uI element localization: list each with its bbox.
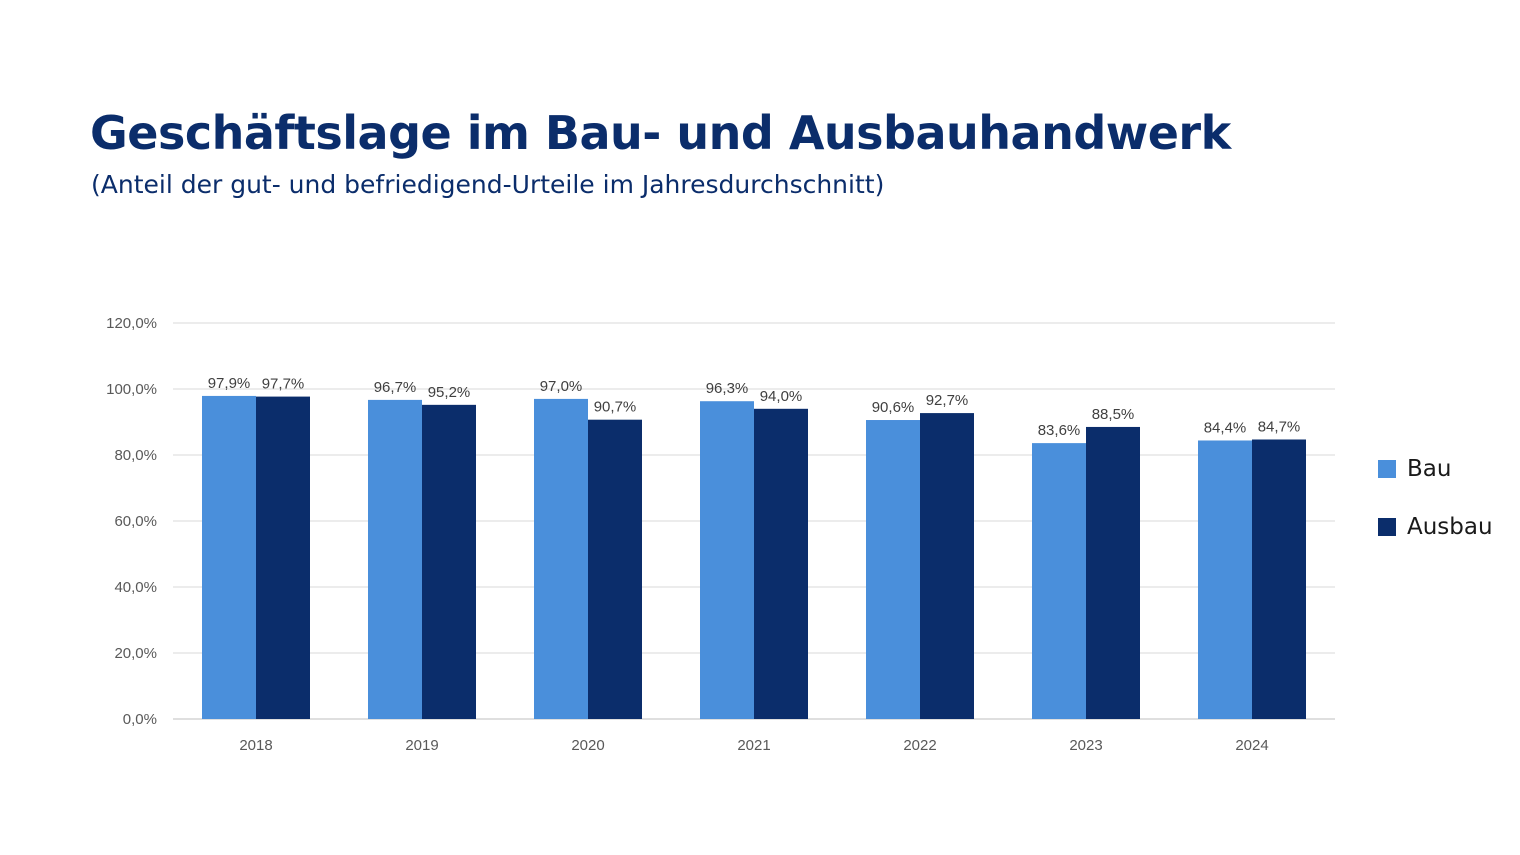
data-label: 83,6% — [1038, 422, 1081, 439]
data-label: 96,3% — [706, 380, 749, 397]
y-tick-label: 20,0% — [114, 645, 157, 662]
x-tick-label: 2020 — [571, 737, 604, 754]
y-tick-label: 0,0% — [123, 711, 157, 728]
bar-bau-2024 — [1198, 440, 1252, 719]
data-label: 95,2% — [428, 384, 471, 401]
data-label: 97,0% — [540, 378, 583, 395]
legend: Bau Ausbau — [1378, 440, 1493, 556]
data-label: 88,5% — [1092, 406, 1135, 423]
data-label: 90,7% — [594, 399, 637, 416]
bar-bau-2022 — [866, 420, 920, 719]
bar-ausbau-2020 — [588, 419, 642, 719]
legend-label-ausbau: Ausbau — [1407, 514, 1493, 540]
bar-ausbau-2019 — [422, 404, 476, 719]
data-label: 90,6% — [872, 399, 915, 416]
data-label: 97,7% — [262, 376, 305, 393]
legend-swatch-ausbau — [1378, 518, 1396, 536]
bar-bau-2020 — [534, 398, 588, 719]
legend-label-bau: Bau — [1407, 456, 1452, 482]
x-tick-label: 2019 — [405, 737, 438, 754]
bar-bau-2019 — [368, 399, 422, 719]
x-tick-label: 2024 — [1235, 737, 1268, 754]
y-tick-label: 100,0% — [106, 381, 157, 398]
data-label: 84,4% — [1204, 419, 1247, 436]
chart-title: Geschäftslage im Bau- und Ausbauhandwerk — [90, 106, 1231, 160]
y-tick-label: 40,0% — [114, 579, 157, 596]
data-label: 96,7% — [374, 379, 417, 396]
bar-ausbau-2023 — [1086, 426, 1140, 719]
bar-bau-2023 — [1032, 443, 1086, 719]
x-tick-label: 2023 — [1069, 737, 1102, 754]
y-tick-label: 80,0% — [114, 447, 157, 464]
bar-bau-2021 — [700, 401, 754, 719]
x-tick-label: 2021 — [737, 737, 770, 754]
legend-item-bau: Bau — [1378, 440, 1493, 498]
bar-ausbau-2024 — [1252, 439, 1306, 719]
bar-ausbau-2018 — [256, 396, 310, 719]
y-tick-label: 60,0% — [114, 513, 157, 530]
data-label: 84,7% — [1258, 418, 1301, 435]
legend-swatch-bau — [1378, 460, 1396, 478]
x-tick-label: 2018 — [239, 737, 272, 754]
legend-item-ausbau: Ausbau — [1378, 498, 1493, 556]
bar-bau-2018 — [202, 395, 256, 719]
y-tick-label: 120,0% — [106, 315, 157, 332]
x-tick-label: 2022 — [903, 737, 936, 754]
chart-subtitle: (Anteil der gut- und befriedigend-Urteil… — [91, 170, 885, 199]
data-label: 94,0% — [760, 388, 803, 405]
data-label: 97,9% — [208, 375, 251, 392]
data-label: 92,7% — [926, 392, 969, 409]
bar-ausbau-2021 — [754, 408, 808, 719]
bar-ausbau-2022 — [920, 413, 974, 719]
